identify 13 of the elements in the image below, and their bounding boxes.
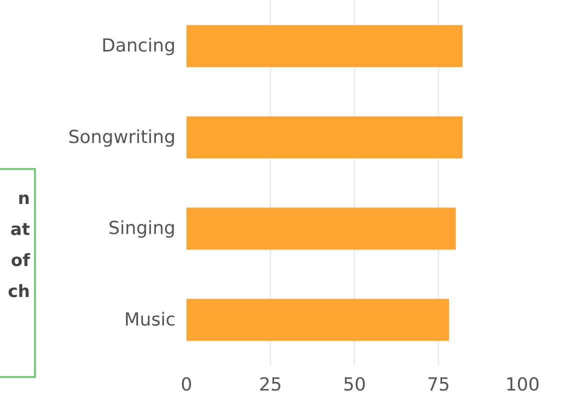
- y-tick-label: Music: [124, 309, 176, 330]
- x-tick-label: 100: [505, 374, 540, 396]
- text: at: [9, 219, 30, 242]
- text: n: [16, 188, 30, 211]
- x-tick-label: 50: [343, 374, 366, 396]
- text: of: [10, 250, 30, 273]
- y-tick-label: Dancing: [101, 36, 176, 57]
- text: ch: [6, 281, 30, 304]
- y-tick-label: Singing: [108, 218, 176, 240]
- x-tick-label: 25: [259, 374, 282, 396]
- x-tick-label: 75: [427, 374, 450, 396]
- y-tick-label: Songwriting: [68, 126, 176, 148]
- x-tick-label: 0: [180, 374, 192, 396]
